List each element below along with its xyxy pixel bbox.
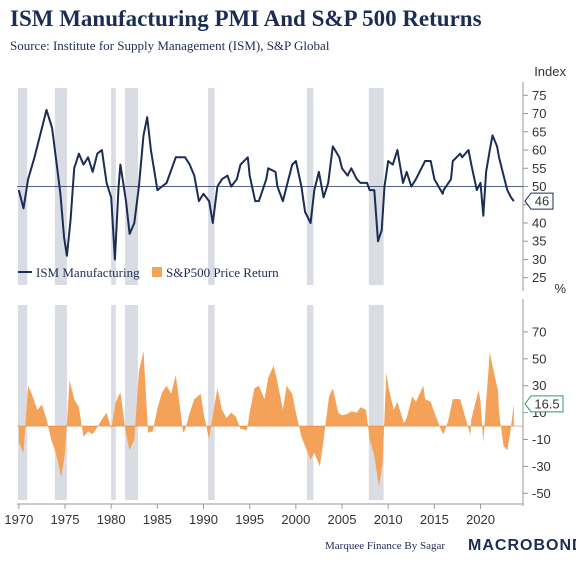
y-tick-label: 35 [532,234,546,249]
x-tick-label: 1995 [235,512,264,527]
legend-ism-label: ISM Manufacturing [36,265,140,280]
x-tick-label: 1970 [4,512,33,527]
latest-value-box [524,192,554,210]
recession-band [111,305,116,500]
y-tick-label: -30 [532,459,551,474]
y-unit-label: Index [534,64,566,79]
y-tick-label: 70 [532,324,546,339]
y-tick-label: 40 [532,215,546,230]
ism-manufacturing-line [17,108,515,261]
y-tick-label: 30 [532,252,546,267]
latest-value-box [524,395,564,413]
recession-band [125,305,138,500]
y-tick-label: 50 [532,179,546,194]
recession-band [17,305,28,500]
x-tick-label: 1980 [97,512,126,527]
macrobond-logo: MACROBOND [468,537,576,554]
footer-credit: Marquee Finance By Sagar [325,540,446,552]
y-tick-label: 70 [532,106,546,121]
y-tick-label: 55 [532,161,546,176]
x-axis: 1970 1975 1980 1985 1990 1995 2000 2005 2010 2015… [4,503,523,527]
x-tick-label: 1990 [189,512,218,527]
y-tick-label: -50 [532,486,551,501]
x-tick-label: 2020 [466,512,495,527]
x-tick-label: 2010 [374,512,403,527]
y-tick-label: -10 [532,432,551,447]
chart-subtitle: Source: Institute for Supply Management … [10,38,330,53]
y-tick-label: 30 [532,378,546,393]
recession-band [208,305,215,500]
latest-value-label: 16.5 [534,396,559,411]
sp500-return-area [18,350,514,487]
legend-sp500-swatch [152,267,162,277]
y-tick-label: 25 [532,270,546,285]
x-tick-label: 1985 [143,512,172,527]
chart-title: ISM Manufacturing PMI And S&P 500 Return… [10,6,482,31]
x-tick-label: 2015 [420,512,449,527]
x-tick-label: 2005 [328,512,357,527]
latest-value-label: 46 [535,194,549,209]
y-tick-label: 50 [532,351,546,366]
x-tick-label: 1975 [51,512,80,527]
y-tick-label: 60 [532,143,546,158]
ism-panel: 2530354045505560657075Index46ISM Manufac… [17,64,566,291]
y-tick-label: 75 [532,88,546,103]
x-tick-label: 2000 [281,512,310,527]
y-unit-label: % [554,281,566,296]
legend-sp500-label: S&P500 Price Return [166,265,279,280]
y-tick-label: 65 [532,124,546,139]
recession-band [306,305,314,500]
